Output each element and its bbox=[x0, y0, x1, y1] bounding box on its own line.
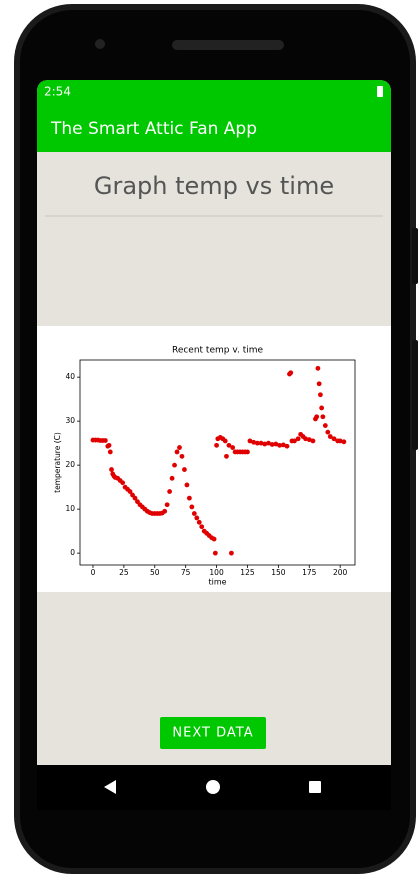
point bbox=[226, 442, 232, 448]
x-tick-label: 200 bbox=[333, 568, 348, 577]
point bbox=[288, 370, 294, 376]
point bbox=[316, 381, 322, 387]
speaker bbox=[172, 40, 284, 50]
point bbox=[189, 504, 195, 510]
point bbox=[315, 365, 321, 371]
side-button bbox=[412, 340, 418, 450]
point bbox=[127, 489, 133, 494]
point bbox=[251, 439, 257, 445]
x-tick-label: 175 bbox=[302, 568, 317, 577]
y-tick-label: 30 bbox=[65, 416, 75, 425]
point bbox=[254, 440, 260, 446]
side-button bbox=[412, 228, 418, 284]
point bbox=[164, 502, 170, 508]
point bbox=[341, 439, 347, 445]
x-tick-label: 100 bbox=[209, 568, 224, 577]
point bbox=[212, 550, 218, 556]
point bbox=[174, 449, 180, 455]
point bbox=[196, 519, 202, 525]
point bbox=[322, 423, 328, 428]
status-time: 2:54 bbox=[44, 85, 71, 99]
point bbox=[120, 480, 126, 486]
point bbox=[247, 438, 253, 444]
point bbox=[167, 489, 173, 494]
point bbox=[266, 440, 271, 446]
point bbox=[280, 442, 286, 448]
point bbox=[186, 495, 192, 501]
point bbox=[162, 508, 168, 514]
point bbox=[337, 438, 343, 444]
x-tick-label: 25 bbox=[119, 568, 129, 577]
chart-image bbox=[37, 326, 391, 592]
point bbox=[191, 511, 197, 516]
point bbox=[230, 445, 236, 450]
point bbox=[245, 449, 250, 455]
back-icon[interactable] bbox=[104, 780, 116, 794]
point bbox=[184, 482, 190, 488]
point bbox=[277, 442, 283, 448]
x-tick-label: 125 bbox=[240, 568, 255, 577]
point bbox=[109, 467, 114, 472]
point bbox=[314, 414, 320, 420]
y-tick-label: 10 bbox=[65, 504, 75, 513]
point bbox=[295, 436, 301, 442]
point bbox=[320, 414, 326, 420]
x-tick-label: 150 bbox=[271, 568, 286, 577]
app-title: The Smart Attic Fan App bbox=[50, 119, 257, 139]
recents-icon[interactable] bbox=[309, 781, 321, 793]
button-label[interactable]: NEXT DATA bbox=[172, 726, 253, 741]
home-icon[interactable] bbox=[206, 780, 220, 794]
x-axis-label: time bbox=[208, 578, 226, 587]
next-data-button[interactable] bbox=[160, 717, 266, 749]
y-tick-label: 20 bbox=[65, 460, 75, 469]
point bbox=[177, 445, 182, 450]
point bbox=[319, 405, 325, 411]
y-axis-label: temperature (C) bbox=[53, 432, 62, 493]
heading: Graph temp vs time bbox=[94, 172, 334, 200]
y-tick-label: 40 bbox=[65, 372, 75, 381]
x-tick-label: 0 bbox=[91, 568, 96, 577]
point bbox=[172, 462, 177, 468]
chart: Recent temp v. time time temperature (C) 0 2… bbox=[53, 346, 356, 587]
point bbox=[303, 436, 308, 442]
x-tick-label: 50 bbox=[150, 568, 160, 577]
point bbox=[284, 443, 290, 449]
point bbox=[306, 437, 312, 443]
point bbox=[214, 442, 219, 448]
point bbox=[132, 495, 138, 501]
y-tick-label: 0 bbox=[70, 548, 75, 557]
point bbox=[194, 515, 200, 521]
point bbox=[258, 440, 264, 446]
point bbox=[199, 524, 205, 530]
point bbox=[229, 550, 234, 556]
point bbox=[211, 536, 217, 542]
point bbox=[102, 438, 108, 443]
point bbox=[107, 449, 113, 455]
point bbox=[327, 434, 333, 439]
app-bar bbox=[37, 80, 391, 152]
plot-frame bbox=[79, 359, 356, 566]
chart-title: Recent temp v. time bbox=[172, 346, 264, 356]
point bbox=[182, 467, 187, 472]
battery-icon bbox=[377, 86, 383, 97]
point bbox=[292, 438, 297, 444]
point bbox=[179, 453, 185, 459]
x-tick-label: 75 bbox=[181, 568, 191, 577]
point bbox=[310, 438, 316, 444]
point bbox=[269, 442, 275, 447]
point bbox=[169, 475, 175, 481]
point bbox=[262, 441, 268, 447]
point bbox=[273, 441, 279, 447]
point bbox=[106, 442, 112, 448]
point bbox=[331, 436, 337, 442]
camera bbox=[95, 39, 105, 49]
point bbox=[222, 438, 228, 444]
point bbox=[317, 392, 323, 398]
point bbox=[224, 453, 229, 459]
point bbox=[325, 429, 331, 435]
